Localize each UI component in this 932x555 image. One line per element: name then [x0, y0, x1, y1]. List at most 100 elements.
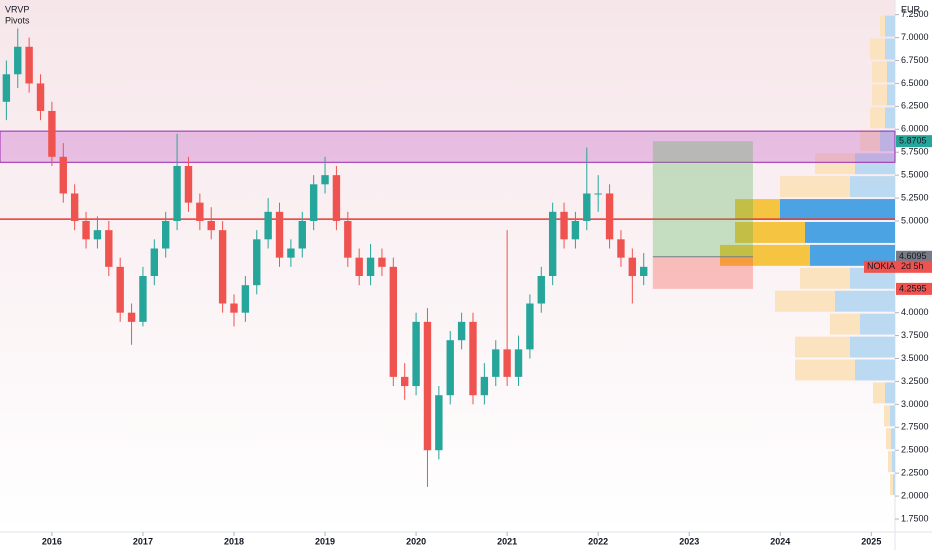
volume-up: [890, 405, 895, 427]
volume-down: [873, 382, 885, 404]
volume-up: [855, 153, 895, 175]
volume-down: [870, 38, 885, 60]
stop-tag: [896, 282, 932, 295]
candle-body: [264, 211, 272, 240]
candle-body: [48, 110, 56, 157]
profit-zone: [652, 141, 753, 257]
x-tick-label: 2019: [315, 536, 335, 546]
y-tick-label: 7.0000: [901, 32, 929, 42]
candle-body: [196, 202, 204, 221]
x-tick-label: 2020: [406, 536, 426, 546]
candle-body: [583, 193, 591, 221]
x-tick-label: 2024: [770, 536, 790, 546]
candle-body: [93, 230, 102, 240]
candle-body: [537, 276, 545, 304]
volume-up: [887, 61, 895, 83]
y-tick-label: 6.7500: [901, 55, 929, 65]
candle-body: [332, 175, 341, 221]
candle-body: [127, 312, 136, 322]
candle-body: [594, 193, 602, 195]
candle-body: [82, 220, 90, 240]
y-tick-label: 6.2500: [901, 101, 929, 111]
candle-body: [230, 303, 238, 313]
y-tick-label: 3.7500: [901, 330, 929, 340]
currency-label: EUR: [901, 4, 921, 14]
x-tick-label: 2021: [497, 536, 517, 546]
volume-down: [815, 153, 855, 175]
y-tick-label: 5.0000: [901, 215, 929, 225]
candle-body: [526, 303, 534, 350]
candle-body: [275, 211, 284, 258]
candle-body: [218, 230, 227, 304]
candle-body: [560, 211, 568, 240]
entry-tag-label: 4.6095: [899, 251, 927, 261]
candle-body: [401, 376, 409, 387]
candle-body: [150, 248, 159, 277]
candle-body: [412, 321, 420, 387]
volume-down: [795, 359, 855, 381]
candle-body: [184, 165, 193, 203]
candle-body: [492, 349, 500, 377]
volume-down: [735, 221, 805, 243]
volume-down: [720, 244, 810, 266]
volume-up: [885, 15, 895, 37]
candle-body: [207, 220, 215, 231]
volume-down: [872, 84, 887, 106]
y-tick-label: 3.5000: [901, 353, 929, 363]
volume-down: [795, 336, 850, 358]
volume-up: [887, 84, 895, 106]
candle-body: [309, 184, 318, 221]
volume-up: [850, 336, 895, 358]
candle-body: [287, 248, 295, 258]
volume-down: [860, 130, 880, 152]
volume-down: [870, 107, 885, 129]
candle-body: [14, 46, 22, 75]
candle-body: [605, 193, 614, 240]
stop-tag-label: 4.2595: [899, 283, 927, 293]
y-tick-label: 6.0000: [901, 124, 929, 134]
y-tick-label: 2.2500: [901, 468, 929, 478]
volume-down: [884, 405, 890, 427]
candle-body: [25, 46, 33, 84]
y-tick-label: 3.0000: [901, 399, 929, 409]
candle-body: [378, 257, 386, 267]
candle-body: [173, 165, 181, 221]
volume-up: [893, 474, 895, 496]
candle-body: [36, 83, 45, 111]
volume-down: [890, 474, 893, 496]
indicator-label: Pivots: [5, 15, 30, 25]
candle-body: [628, 257, 637, 277]
volume-down: [775, 290, 835, 312]
candle-body: [241, 285, 250, 313]
volume-up: [850, 176, 895, 198]
y-tick-label: 3.2500: [901, 376, 929, 386]
volume-up: [892, 451, 895, 473]
volume-up: [850, 267, 895, 289]
indicator-label: VRVP: [5, 4, 29, 14]
candle-body: [503, 349, 511, 377]
volume-up: [810, 244, 895, 266]
candle-body: [162, 220, 170, 249]
x-tick-label: 2023: [679, 536, 699, 546]
candle-body: [469, 321, 477, 396]
candle-body: [446, 340, 454, 396]
candle-body: [298, 220, 306, 249]
candle-body: [640, 266, 648, 277]
countdown-label: 2d 5h: [901, 261, 924, 271]
y-tick-label: 2.5000: [901, 445, 929, 455]
y-tick-label: 5.2500: [901, 192, 929, 202]
candle-body: [480, 376, 489, 396]
candle-body: [435, 395, 443, 451]
candle-body: [548, 211, 557, 277]
candle-body: [617, 239, 625, 258]
y-tick-label: 1.7500: [901, 513, 929, 523]
volume-down: [872, 61, 887, 83]
candle-body: [571, 220, 580, 240]
last-price-tag: [864, 260, 932, 273]
entry-tag: [896, 250, 932, 263]
volume-up: [885, 107, 895, 129]
candle-body: [105, 230, 113, 267]
volume-down: [886, 428, 891, 450]
symbol-label: NOKIA: [867, 261, 895, 271]
